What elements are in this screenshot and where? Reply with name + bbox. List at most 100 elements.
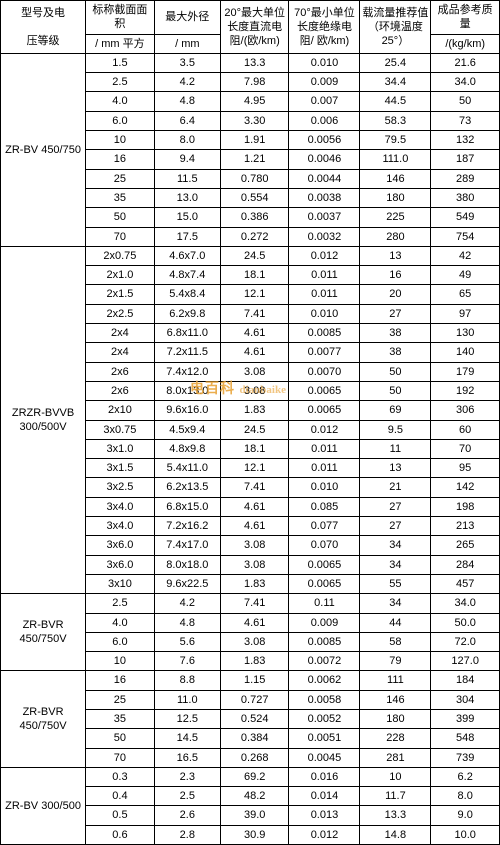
cell: 284 bbox=[431, 555, 500, 574]
cell: 13 bbox=[360, 246, 431, 265]
cell: 6.8x11.0 bbox=[154, 324, 220, 343]
cell: 58 bbox=[360, 632, 431, 651]
cell: 0.272 bbox=[220, 227, 289, 246]
cell: 0.780 bbox=[220, 169, 289, 188]
cell: 1.15 bbox=[220, 671, 289, 690]
cell: 7.41 bbox=[220, 594, 289, 613]
cell: 20 bbox=[360, 285, 431, 304]
cell: 12.5 bbox=[154, 709, 220, 728]
cell: 0.0052 bbox=[289, 709, 360, 728]
cell: 50 bbox=[86, 208, 155, 227]
cell: 18.1 bbox=[220, 266, 289, 285]
cell: 0.727 bbox=[220, 690, 289, 709]
cell: 0.0062 bbox=[289, 671, 360, 690]
cell: 9.5 bbox=[360, 420, 431, 439]
cell: 5.6 bbox=[154, 632, 220, 651]
cell: 58.3 bbox=[360, 111, 431, 130]
cell: 0.014 bbox=[289, 787, 360, 806]
cell: 13 bbox=[360, 459, 431, 478]
cell: 38 bbox=[360, 324, 431, 343]
cell: 1.91 bbox=[220, 131, 289, 150]
cell: 12.1 bbox=[220, 459, 289, 478]
cell: 146 bbox=[360, 169, 431, 188]
cell: 3.08 bbox=[220, 555, 289, 574]
cell: 179 bbox=[431, 362, 500, 381]
cell: 12.1 bbox=[220, 285, 289, 304]
cell: 10 bbox=[360, 767, 431, 786]
cell: 192 bbox=[431, 381, 500, 400]
cell: 8.0 bbox=[154, 131, 220, 150]
cell: 16 bbox=[86, 671, 155, 690]
cell: 4.6x7.0 bbox=[154, 246, 220, 265]
cell: 55 bbox=[360, 574, 431, 593]
cell: 34.4 bbox=[360, 73, 431, 92]
cell: 146 bbox=[360, 690, 431, 709]
cell: 10 bbox=[86, 652, 155, 671]
cell: 3x1.5 bbox=[86, 459, 155, 478]
cell: 4.5x9.4 bbox=[154, 420, 220, 439]
cell: 95 bbox=[431, 459, 500, 478]
cell: 2x10 bbox=[86, 401, 155, 420]
cell: 17.5 bbox=[154, 227, 220, 246]
cell: 0.006 bbox=[289, 111, 360, 130]
cell: 225 bbox=[360, 208, 431, 227]
table-row: ZR-BVR 450/750V168.81.150.0062111184 bbox=[1, 671, 500, 690]
cell: 0.009 bbox=[289, 613, 360, 632]
cell: 4.8 bbox=[154, 613, 220, 632]
cell: 35 bbox=[86, 709, 155, 728]
header-current: 载流量推荐值（环境温度25°） bbox=[360, 1, 431, 54]
cell: 24.5 bbox=[220, 246, 289, 265]
cell: 4.61 bbox=[220, 497, 289, 516]
table-row: ZRZR-BVVB 300/500V2x0.754.6x7.024.50.012… bbox=[1, 246, 500, 265]
cell: 34 bbox=[360, 536, 431, 555]
cell: 7.98 bbox=[220, 73, 289, 92]
cell: 1.83 bbox=[220, 652, 289, 671]
cell: 8.0x18.0 bbox=[154, 555, 220, 574]
cell: 4.8 bbox=[154, 92, 220, 111]
header-dc-res: 20°最大单位长度直流电阻/(欧/km) bbox=[220, 1, 289, 54]
group-label: ZR-BV 300/500 bbox=[1, 767, 86, 844]
cell: 0.011 bbox=[289, 285, 360, 304]
cell: 2.8 bbox=[154, 825, 220, 844]
table-row: ZR-BVR 450/750V2.54.27.410.113434.0 bbox=[1, 594, 500, 613]
cell: 8.0x13.0 bbox=[154, 381, 220, 400]
cell: 25 bbox=[86, 169, 155, 188]
cell: 0.0085 bbox=[289, 632, 360, 651]
cell: 111.0 bbox=[360, 150, 431, 169]
cell: 5.4x8.4 bbox=[154, 285, 220, 304]
cell: 0.3 bbox=[86, 767, 155, 786]
cell: 0.011 bbox=[289, 439, 360, 458]
cell: 70 bbox=[86, 748, 155, 767]
cell: 4.0 bbox=[86, 92, 155, 111]
cell: 5.4x11.0 bbox=[154, 459, 220, 478]
cell: 0.007 bbox=[289, 92, 360, 111]
cell: 21.6 bbox=[431, 53, 500, 72]
cell: 127.0 bbox=[431, 652, 500, 671]
cell: 2.5 bbox=[86, 594, 155, 613]
cell: 0.085 bbox=[289, 497, 360, 516]
cell: 35 bbox=[86, 188, 155, 207]
cell: 2x1.5 bbox=[86, 285, 155, 304]
cell: 0.0065 bbox=[289, 555, 360, 574]
cell: 97 bbox=[431, 304, 500, 323]
cell: 184 bbox=[431, 671, 500, 690]
cell: 8.0 bbox=[431, 787, 500, 806]
cell: 180 bbox=[360, 709, 431, 728]
cell: 7.4x17.0 bbox=[154, 536, 220, 555]
cell: 548 bbox=[431, 729, 500, 748]
table-header: 型号及电 压等级 标称截面面积 最大外径 20°最大单位长度直流电阻/(欧/km… bbox=[1, 1, 500, 54]
table-body: ZR-BV 450/7501.53.513.30.01025.421.62.54… bbox=[1, 53, 500, 844]
cell: 6.2x13.5 bbox=[154, 478, 220, 497]
cell: 7.2x16.2 bbox=[154, 517, 220, 536]
cell: 0.384 bbox=[220, 729, 289, 748]
cell: 265 bbox=[431, 536, 500, 555]
cell: 0.5 bbox=[86, 806, 155, 825]
cell: 69.2 bbox=[220, 767, 289, 786]
cell: 140 bbox=[431, 343, 500, 362]
cell: 3x1.0 bbox=[86, 439, 155, 458]
cell: 69 bbox=[360, 401, 431, 420]
cell: 3.08 bbox=[220, 381, 289, 400]
cell: 70 bbox=[86, 227, 155, 246]
cell: 0.6 bbox=[86, 825, 155, 844]
cell: 0.0044 bbox=[289, 169, 360, 188]
